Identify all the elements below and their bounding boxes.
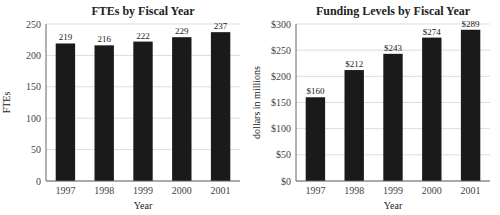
x-tick-label: 1998 xyxy=(344,185,364,196)
chart-figure: FTEs by Fiscal Year 0 50 100 150 200 250 219 216… xyxy=(0,0,500,215)
x-tick-label: 2001 xyxy=(461,185,481,196)
x-axis-label: Year xyxy=(134,200,153,211)
y-tick-label: $0 xyxy=(281,176,291,187)
y-tick-label: 0 xyxy=(36,176,41,187)
y-tick-label: 150 xyxy=(26,81,41,92)
bar xyxy=(133,42,152,181)
x-tick-label: 1997 xyxy=(305,185,325,196)
x-tick-label: 1998 xyxy=(94,185,114,196)
y-tick-label: 100 xyxy=(26,113,41,124)
y-axis-line xyxy=(296,24,297,181)
bar xyxy=(95,45,114,181)
marks xyxy=(306,30,481,181)
data-label: 222 xyxy=(136,31,150,41)
data-label: $243 xyxy=(384,43,403,53)
bar xyxy=(56,43,75,181)
x-tick-label: 1997 xyxy=(55,185,75,196)
y-tick-label: $250 xyxy=(271,45,291,56)
data-label: 216 xyxy=(97,34,111,44)
data-label: $274 xyxy=(423,27,442,37)
y-tick-label: $200 xyxy=(271,71,291,82)
x-tick-label: 1999 xyxy=(383,185,403,196)
grid-line xyxy=(46,181,240,182)
bar xyxy=(211,32,230,181)
bar xyxy=(345,70,364,181)
data-label: $212 xyxy=(345,59,363,69)
y-tick-label: 200 xyxy=(26,50,41,61)
data-label: 237 xyxy=(214,21,228,31)
bar xyxy=(383,54,402,181)
y-tick-label: $50 xyxy=(276,149,291,160)
chart-panel: Funding Levels by Fiscal Year $0 $50 $100 $1… xyxy=(251,4,490,211)
data-label: $160 xyxy=(306,86,325,96)
data-label: 229 xyxy=(175,26,189,36)
chart-title: FTEs by Fiscal Year xyxy=(91,4,195,18)
chart-title: Funding Levels by Fiscal Year xyxy=(316,4,471,18)
data-label: $289 xyxy=(462,19,481,29)
bar xyxy=(172,37,191,181)
x-tick-label: 2001 xyxy=(211,185,231,196)
bar xyxy=(461,30,480,181)
x-axis-line xyxy=(46,181,240,182)
y-tick-label: 250 xyxy=(26,19,41,30)
x-tick-label: 2000 xyxy=(422,185,442,196)
bar xyxy=(306,97,325,181)
data-label: 219 xyxy=(59,32,73,42)
x-axis-line xyxy=(296,181,490,182)
chart-panel: FTEs by Fiscal Year 0 50 100 150 200 250 219 216… xyxy=(1,4,240,211)
grid-line xyxy=(46,24,240,25)
y-axis-label: FTEs xyxy=(1,92,12,114)
y-axis-label: dollars in millions xyxy=(251,66,262,139)
y-tick-label: $100 xyxy=(271,123,291,134)
grid-line xyxy=(296,181,490,182)
y-tick-label: $150 xyxy=(271,97,291,108)
y-axis-line xyxy=(46,24,47,181)
x-axis-label: Year xyxy=(384,200,403,211)
x-tick-label: 1999 xyxy=(133,185,153,196)
x-tick-label: 2000 xyxy=(172,185,192,196)
y-tick-label: $300 xyxy=(271,19,291,30)
marks xyxy=(56,32,231,181)
y-tick-label: 50 xyxy=(31,144,41,155)
bar xyxy=(422,38,441,181)
